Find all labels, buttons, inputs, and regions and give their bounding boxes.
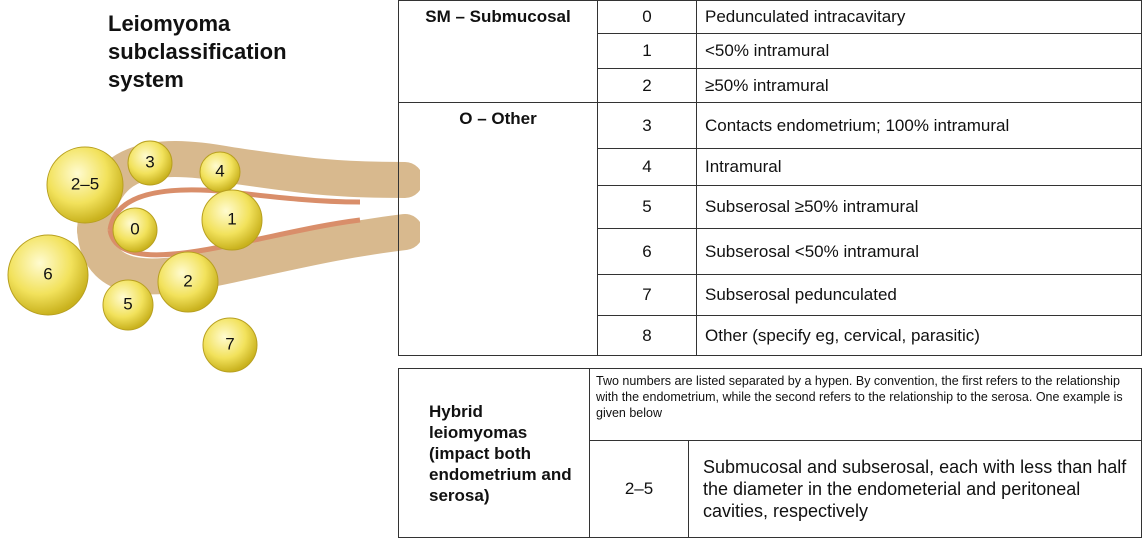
fibroid-label: 1 xyxy=(227,209,236,228)
num: 2–5 xyxy=(590,441,689,538)
hyb: Hybrid leiomyomas (impact both endometri… xyxy=(399,369,590,538)
desc: Subserosal <50% intramural xyxy=(697,229,1142,275)
num: 6 xyxy=(598,229,697,275)
desc: Contacts endometrium; 100% intramural xyxy=(697,103,1142,149)
desc: Subserosal pedunculated xyxy=(697,275,1142,316)
num: 7 xyxy=(598,275,697,316)
num: 4 xyxy=(598,149,697,186)
fibroid-label: 5 xyxy=(123,294,132,313)
desc: Intramural xyxy=(697,149,1142,186)
fibroid-label: 0 xyxy=(130,219,139,238)
fibroid-label: 2–5 xyxy=(71,174,99,193)
intro: Two numbers are listed separated by a hy… xyxy=(590,369,1142,441)
uterus-figure: 2–5 3 4 0 1 6 2 5 7 xyxy=(0,120,420,380)
desc: Pedunculated intracavitary xyxy=(697,1,1142,34)
num: 8 xyxy=(598,316,697,356)
num: 2 xyxy=(598,69,697,103)
num: 0 xyxy=(598,1,697,34)
fibroid-label: 6 xyxy=(43,264,52,283)
fibroid-label: 3 xyxy=(145,152,154,171)
hybrid-table: Hybrid leiomyomas (impact both endometri… xyxy=(398,368,1142,538)
row: Hybrid leiomyomas (impact both endometri… xyxy=(399,369,1142,441)
page: Leiomyoma subclassification system 2–534… xyxy=(0,0,1142,537)
fibroid-label: 4 xyxy=(215,161,224,180)
hdesc: Submucosal and subserosal, each with les… xyxy=(689,441,1142,538)
title: Leiomyoma subclassification system xyxy=(108,10,358,94)
desc: ≥50% intramural xyxy=(697,69,1142,103)
fibroid-label: 7 xyxy=(225,334,234,353)
desc: Subserosal ≥50% intramural xyxy=(697,186,1142,229)
num: 3 xyxy=(598,103,697,149)
desc: <50% intramural xyxy=(697,34,1142,69)
grp: O – Other xyxy=(399,103,598,356)
num: 1 xyxy=(598,34,697,69)
desc: Other (specify eg, cervical, parasitic) xyxy=(697,316,1142,356)
fibroid-label: 2 xyxy=(183,271,192,290)
grp: SM – Submucosal xyxy=(399,1,598,103)
num: 5 xyxy=(598,186,697,229)
